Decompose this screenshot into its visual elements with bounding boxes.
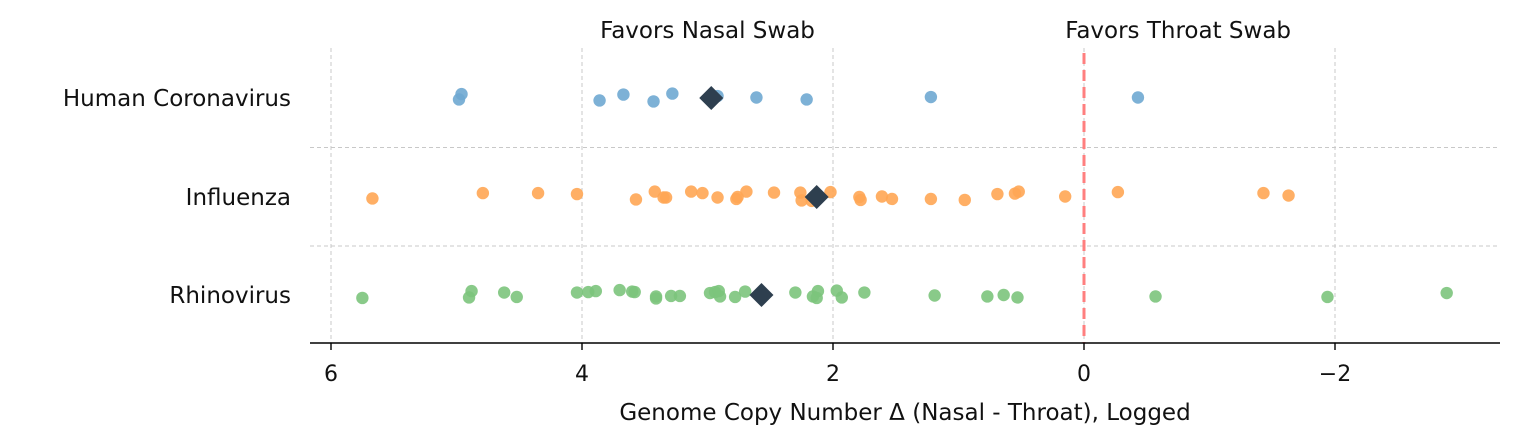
x-axis-label: Genome Copy Number Δ (Nasal - Throat), L… — [619, 400, 1190, 426]
data-point — [628, 285, 641, 299]
data-point — [1257, 186, 1270, 200]
data-point — [696, 186, 709, 200]
data-point — [795, 194, 808, 207]
x-axis: 6 4 2 0 −2 — [310, 342, 1500, 387]
x-tick-label: 0 — [1077, 362, 1091, 387]
data-point — [713, 290, 727, 303]
data-point — [647, 95, 660, 108]
mean-marker — [749, 283, 774, 307]
data-point — [589, 284, 603, 298]
data-point — [659, 191, 673, 204]
data-point — [617, 88, 630, 101]
data-point — [728, 290, 742, 304]
data-point — [858, 286, 871, 299]
data-point — [958, 193, 971, 207]
data-point — [462, 291, 476, 304]
mean-marker — [699, 86, 724, 110]
x-tick-label: 4 — [575, 362, 589, 387]
data-point — [452, 93, 466, 106]
data-point — [476, 186, 490, 200]
direction-annotation: Favors Nasal Swab — [600, 18, 815, 44]
data-point — [1012, 185, 1025, 198]
mean-marker — [804, 185, 829, 209]
data-point — [531, 186, 545, 200]
data-point — [664, 289, 678, 303]
data-points — [356, 87, 1453, 305]
data-point — [1058, 190, 1072, 203]
data-point — [835, 291, 848, 304]
data-point — [981, 290, 994, 303]
data-point — [711, 191, 724, 204]
x-tick-label: 2 — [826, 362, 840, 387]
data-point — [885, 192, 899, 206]
mean-markers — [699, 86, 829, 307]
data-point — [593, 94, 606, 107]
data-point — [924, 90, 938, 104]
data-point — [928, 289, 941, 302]
data-point — [997, 288, 1010, 302]
data-point — [1131, 91, 1145, 104]
data-point — [875, 190, 889, 203]
data-point — [1440, 286, 1453, 300]
data-point — [613, 283, 626, 297]
data-point — [1111, 185, 1125, 199]
data-point — [824, 185, 837, 199]
direction-annotation: Favors Throat Swab — [1065, 18, 1291, 44]
category-label: Human Coronavirus — [63, 86, 291, 112]
category-label: Rhinovirus — [169, 283, 291, 309]
data-point — [366, 192, 379, 205]
data-point — [1011, 291, 1024, 304]
data-point — [666, 87, 679, 100]
data-point — [1149, 290, 1162, 303]
data-point — [497, 286, 511, 299]
data-point — [510, 290, 523, 304]
data-point — [356, 291, 369, 305]
data-point — [767, 186, 781, 199]
data-point — [673, 289, 687, 303]
data-point — [740, 185, 753, 198]
x-tick-label: 6 — [324, 362, 338, 387]
data-point — [684, 185, 698, 198]
data-point — [810, 291, 823, 305]
data-point — [648, 185, 661, 198]
data-point — [570, 187, 584, 201]
data-point — [649, 292, 663, 305]
data-point — [1282, 189, 1295, 202]
data-point — [738, 285, 752, 298]
data-point — [854, 193, 867, 207]
data-point — [1321, 290, 1334, 304]
x-tick-label: −2 — [1319, 362, 1351, 387]
data-point — [570, 286, 584, 299]
category-label: Influenza — [186, 185, 291, 211]
data-point — [800, 93, 813, 106]
data-point — [629, 193, 643, 206]
labels: Genome Copy Number Δ (Nasal - Throat), L… — [63, 18, 1291, 426]
data-point — [750, 91, 763, 104]
data-point — [991, 187, 1004, 201]
data-point — [789, 286, 802, 299]
data-point — [924, 192, 938, 206]
